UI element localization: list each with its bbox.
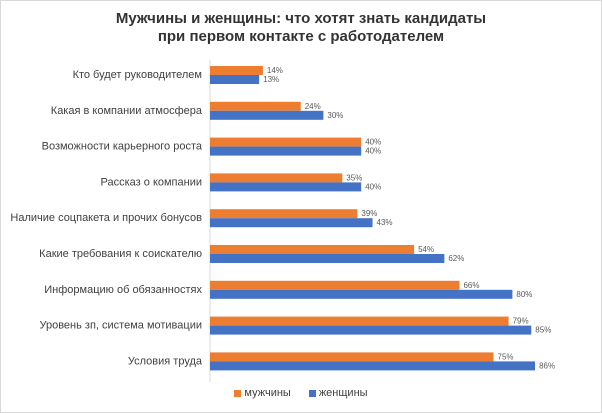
bar-women [210,289,513,299]
bar-men [210,280,460,290]
data-label: 40% [365,138,381,147]
data-label: 39% [361,209,377,218]
bar-men [210,245,415,254]
bar-women [210,218,373,228]
legend-item-women: женщины [308,387,368,399]
bar-women [210,361,536,371]
chart-title-line-1: Мужчины и женщины: что хотят знать канди… [115,10,487,27]
category-label: Условия труда [128,355,203,367]
data-label: 24% [305,102,321,111]
bar-men [210,352,494,362]
data-label: 13% [263,75,279,84]
data-label: 14% [267,66,283,75]
category-label: Какая в компании атмосфера [51,105,203,117]
chart-title: Мужчины и женщины: что хотят знать канди… [0,10,602,46]
data-label: 30% [327,111,343,120]
data-label: 79% [513,317,529,326]
data-label: 80% [516,290,532,299]
data-label: 35% [346,173,362,182]
data-label: 54% [418,245,434,254]
data-label: 66% [463,281,479,290]
data-label: 40% [365,182,381,191]
data-label: 62% [448,254,464,263]
data-label: 43% [377,218,393,227]
category-label: Возможности карьерного роста [42,141,203,153]
bar-men [210,101,301,111]
bar-women [210,110,324,120]
category-label: Рассказ о компании [101,176,202,188]
bar-men [210,173,343,183]
category-label: Информацию об обязанностях [44,284,202,296]
legend-swatch-women [308,389,316,397]
bar-women [210,254,445,263]
legend-item-men: мужчины [234,387,291,399]
chart-title-line-2: при первом контакте с работодателем [157,28,445,45]
category-label: Наличие соцпакета и прочих бонусов [10,212,202,224]
category-label: Уровень зп, система мотивации [39,320,202,332]
data-label: 40% [365,147,381,156]
bar-women [210,182,362,192]
bar-women [210,146,362,156]
legend-label-men: мужчины [244,387,291,399]
category-label: Кто будет руководителем [73,69,202,81]
bar-men [210,137,362,147]
legend: мужчины женщины [0,387,602,399]
bar-men [210,66,263,75]
data-label: 86% [539,361,555,370]
bar-women [210,325,532,335]
data-label: 75% [498,352,514,361]
bar-women [210,75,260,84]
bar-men [210,209,358,219]
legend-label-women: женщины [318,387,368,399]
data-label: 85% [535,326,551,335]
category-label: Какие требования к соискателю [39,248,202,260]
bar-men [210,316,509,326]
legend-swatch-men [234,389,242,397]
